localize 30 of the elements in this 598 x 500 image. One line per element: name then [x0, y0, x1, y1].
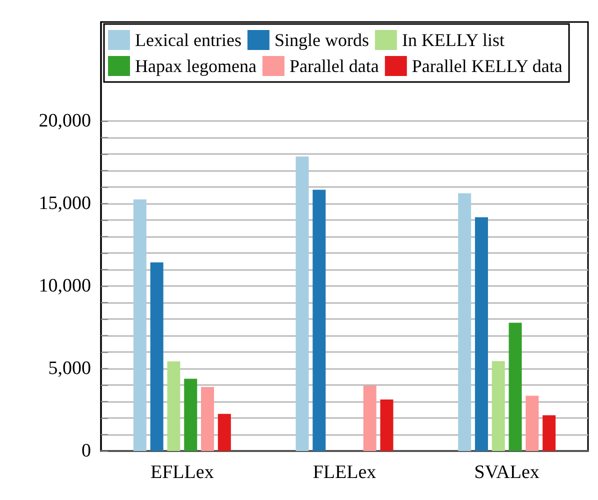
legend-label: Single words [274, 30, 369, 50]
bar [458, 193, 472, 451]
bar [542, 415, 556, 451]
y-tick-label: 5,000 [48, 358, 91, 379]
bar [363, 385, 376, 451]
y-tick-label: 20,000 [38, 110, 91, 132]
legend-label: Parallel KELLY data [412, 56, 562, 76]
bar [201, 386, 214, 451]
bar [474, 217, 488, 451]
bar [184, 378, 198, 451]
bar [492, 361, 505, 451]
y-tick-label: 15,000 [38, 193, 91, 214]
y-tick-label: 10,000 [38, 276, 91, 296]
y-tick-label: 0 [82, 440, 91, 462]
bar [526, 396, 539, 451]
x-tick-label: FLELex [312, 462, 377, 483]
legend-label: Lexical entries [135, 30, 242, 50]
bar [133, 199, 146, 451]
x-tick-label: SVALex [474, 462, 540, 483]
legend-label: Hapax legomena [135, 56, 256, 76]
bar [312, 190, 326, 451]
bar [508, 322, 522, 451]
bar [296, 156, 309, 451]
legend-label: Parallel data [289, 56, 379, 76]
x-tick-label: EFLLex [150, 462, 214, 483]
bar [218, 414, 231, 451]
legend-label: In KELLY list [402, 30, 504, 50]
bar [150, 262, 164, 451]
bar [380, 400, 394, 451]
bar [167, 361, 180, 451]
